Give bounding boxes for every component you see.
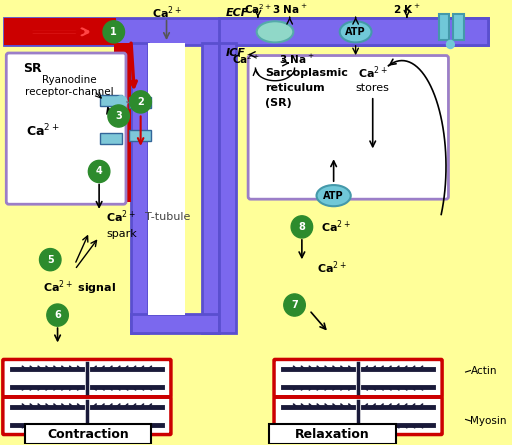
Text: 3 Na$^+$: 3 Na$^+$: [280, 53, 315, 66]
FancyBboxPatch shape: [3, 360, 171, 397]
Text: Contraction: Contraction: [48, 428, 129, 441]
Ellipse shape: [316, 185, 351, 206]
Text: 3 Na$^+$: 3 Na$^+$: [272, 3, 307, 16]
FancyBboxPatch shape: [25, 424, 152, 444]
Text: (SR): (SR): [265, 98, 292, 109]
FancyBboxPatch shape: [439, 14, 450, 40]
FancyBboxPatch shape: [219, 43, 236, 333]
FancyBboxPatch shape: [248, 56, 449, 199]
FancyBboxPatch shape: [269, 424, 396, 444]
Circle shape: [291, 216, 313, 238]
FancyBboxPatch shape: [130, 97, 152, 109]
Circle shape: [130, 91, 152, 113]
Text: 6: 6: [54, 310, 61, 320]
FancyBboxPatch shape: [114, 43, 131, 202]
FancyBboxPatch shape: [219, 18, 487, 45]
Text: Myosin: Myosin: [471, 416, 507, 426]
Text: spark: spark: [106, 230, 137, 239]
Circle shape: [89, 160, 110, 182]
Text: 2: 2: [137, 97, 144, 107]
FancyBboxPatch shape: [202, 43, 219, 333]
Text: 1: 1: [111, 27, 117, 37]
Circle shape: [284, 294, 305, 316]
FancyBboxPatch shape: [274, 397, 442, 434]
Circle shape: [47, 304, 68, 326]
Ellipse shape: [257, 21, 293, 42]
Text: reticulum: reticulum: [265, 83, 325, 93]
FancyBboxPatch shape: [274, 360, 442, 397]
Text: 7: 7: [291, 300, 298, 310]
Text: ATP: ATP: [323, 190, 344, 201]
Circle shape: [103, 21, 124, 43]
Text: ECF: ECF: [226, 8, 249, 18]
FancyBboxPatch shape: [130, 130, 152, 141]
Text: SR: SR: [24, 62, 42, 75]
Text: ICF: ICF: [226, 48, 246, 58]
Text: Ca$^{2+}$: Ca$^{2+}$: [26, 123, 59, 139]
FancyBboxPatch shape: [131, 43, 148, 333]
Text: Ca$^{2+}$ signal: Ca$^{2+}$ signal: [43, 278, 116, 297]
Circle shape: [108, 105, 130, 127]
Circle shape: [446, 40, 454, 49]
FancyBboxPatch shape: [6, 53, 126, 204]
Text: 4: 4: [96, 166, 102, 177]
Text: Ryanodine
receptor-channel: Ryanodine receptor-channel: [26, 75, 114, 97]
FancyBboxPatch shape: [100, 133, 122, 144]
Text: ATP: ATP: [345, 27, 366, 37]
FancyBboxPatch shape: [453, 14, 464, 40]
Text: Ca$^{2+}$: Ca$^{2+}$: [316, 259, 347, 275]
Text: Ca$^{2+}$: Ca$^{2+}$: [106, 209, 136, 225]
Text: Actin: Actin: [471, 365, 497, 376]
Ellipse shape: [340, 21, 372, 42]
Text: Ca$^{2+}$: Ca$^{2+}$: [152, 4, 181, 21]
FancyBboxPatch shape: [3, 397, 171, 434]
Text: 3: 3: [115, 111, 122, 121]
Text: 8: 8: [298, 222, 305, 232]
Text: Ca$^{2+}$: Ca$^{2+}$: [322, 218, 351, 235]
Circle shape: [115, 96, 127, 108]
Text: stores: stores: [356, 83, 390, 93]
Text: Relaxation: Relaxation: [295, 428, 370, 441]
FancyBboxPatch shape: [100, 95, 122, 106]
FancyBboxPatch shape: [148, 43, 185, 315]
Circle shape: [39, 249, 61, 271]
Text: 5: 5: [47, 255, 54, 265]
Text: Sarcoplasmic: Sarcoplasmic: [265, 68, 348, 78]
Text: T-tubule: T-tubule: [145, 212, 190, 222]
Text: 2 K$^+$: 2 K$^+$: [393, 3, 421, 16]
Text: Ca$^{2+}$: Ca$^{2+}$: [231, 53, 260, 66]
FancyBboxPatch shape: [4, 18, 116, 45]
FancyBboxPatch shape: [131, 314, 219, 333]
Text: Ca$^{2+}$: Ca$^{2+}$: [244, 2, 272, 16]
Text: Ca$^{2+}$: Ca$^{2+}$: [358, 65, 388, 81]
FancyBboxPatch shape: [4, 18, 487, 45]
